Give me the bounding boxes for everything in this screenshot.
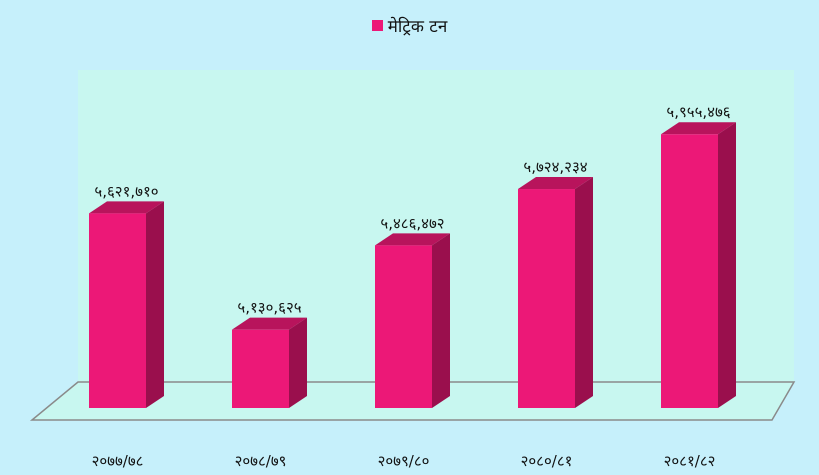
legend: मेट्रिक टन xyxy=(0,14,819,37)
bar xyxy=(232,329,289,408)
bar-top xyxy=(89,201,164,214)
data-label: ५,१३०,६२५ xyxy=(237,299,301,317)
bar-top xyxy=(232,317,307,330)
x-tick-label: २०८१/८२ xyxy=(664,452,716,470)
bar-side xyxy=(289,317,307,408)
bar-top xyxy=(661,122,736,135)
data-label: ५,९५५,४७६ xyxy=(666,103,730,121)
legend-swatch xyxy=(371,20,383,31)
bar-top xyxy=(375,233,450,246)
data-label: ५,७२४,२३४ xyxy=(523,158,587,176)
legend-label: मेट्रिक टन xyxy=(387,17,448,37)
bar xyxy=(661,134,718,408)
x-tick-label: २०७७/७८ xyxy=(92,452,144,470)
x-tick-label: २०८०/८१ xyxy=(521,452,573,470)
bar-side xyxy=(146,201,164,408)
bar-side xyxy=(432,233,450,408)
bar xyxy=(89,213,146,408)
bar-top xyxy=(518,177,593,190)
data-label: ५,६२१,७१० xyxy=(94,182,158,200)
x-tick-label: २०७९/८० xyxy=(378,452,430,470)
bar xyxy=(518,189,575,408)
x-tick-label: २०७८/७९ xyxy=(235,452,287,470)
bar-side xyxy=(575,177,593,408)
bar-side xyxy=(718,122,736,408)
bar xyxy=(375,245,432,408)
data-label: ५,४८६,४७२ xyxy=(380,214,444,232)
